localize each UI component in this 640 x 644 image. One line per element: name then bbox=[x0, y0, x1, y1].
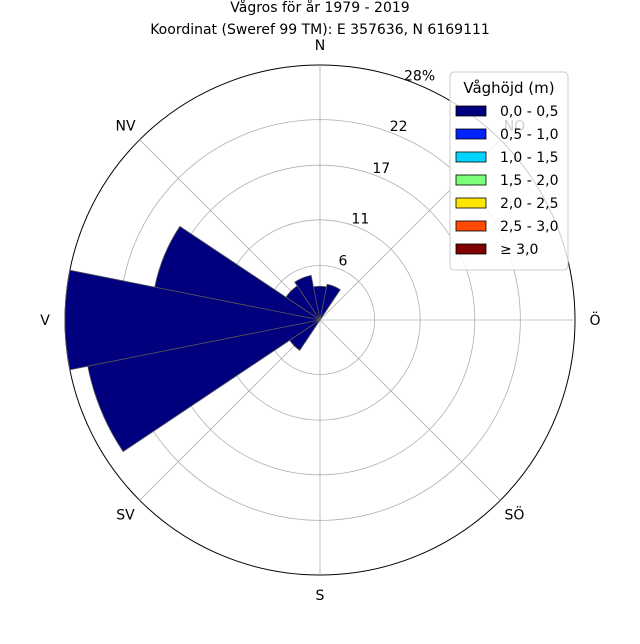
legend-swatch bbox=[455, 220, 487, 232]
radial-tick-label: 6 bbox=[338, 254, 347, 270]
direction-label-Ö: Ö bbox=[589, 311, 600, 329]
legend-box bbox=[449, 71, 569, 271]
legend-label: ≥ 3,0 bbox=[500, 242, 538, 258]
grid-spoke-SV bbox=[139, 319, 321, 501]
legend-title: Våghöjd (m) bbox=[463, 79, 554, 97]
legend: Våghöjd (m) 0,0 - 0,5 0,5 - 1,0 1,0 - 1,5 1,… bbox=[449, 71, 569, 271]
grid-spoke-NV bbox=[139, 139, 321, 321]
legend-label: 2,5 - 3,0 bbox=[500, 219, 558, 235]
direction-label-V: V bbox=[40, 313, 50, 329]
legend-swatch bbox=[455, 174, 487, 186]
legend-label: 0,5 - 1,0 bbox=[500, 127, 558, 143]
rose-sector-270 bbox=[64, 269, 321, 371]
rose-sector-337.5 bbox=[294, 274, 321, 321]
radial-tick-label: 28% bbox=[404, 68, 435, 84]
direction-label-S: S bbox=[316, 588, 325, 604]
radial-tick-label: 17 bbox=[372, 161, 390, 177]
chart-title-line2: Koordinat (Sweref 99 TM): E 357636, N 61… bbox=[150, 22, 490, 38]
legend-swatch bbox=[455, 128, 487, 140]
grid-spoke-SÖ bbox=[319, 319, 501, 501]
legend-label: 1,0 - 1,5 bbox=[500, 150, 558, 166]
legend-label: 2,0 - 2,5 bbox=[500, 196, 558, 212]
rose-sector-22.5 bbox=[319, 283, 341, 321]
radial-tick-label: 22 bbox=[390, 119, 408, 135]
legend-swatch bbox=[455, 105, 487, 117]
direction-label-SV: SV bbox=[116, 507, 135, 523]
radial-tick-labels: 6 11 17 22 28% bbox=[338, 68, 435, 269]
legend-swatch bbox=[455, 151, 487, 163]
legend-swatch bbox=[455, 197, 487, 209]
direction-label-N: N bbox=[315, 38, 325, 54]
rose-sectors bbox=[64, 225, 341, 453]
direction-label-SÖ: SÖ bbox=[505, 505, 525, 523]
legend-label: 0,0 - 0,5 bbox=[500, 104, 558, 120]
chart-title-line1: Vågros för år 1979 - 2019 bbox=[230, 0, 409, 16]
direction-label-NV: NV bbox=[116, 119, 136, 135]
radial-tick-label: 11 bbox=[351, 211, 369, 227]
legend-label: 1,5 - 2,0 bbox=[500, 173, 558, 189]
rose-sector-225 bbox=[289, 319, 321, 351]
rose-sector-247.5 bbox=[87, 319, 321, 453]
legend-swatch bbox=[455, 243, 487, 255]
